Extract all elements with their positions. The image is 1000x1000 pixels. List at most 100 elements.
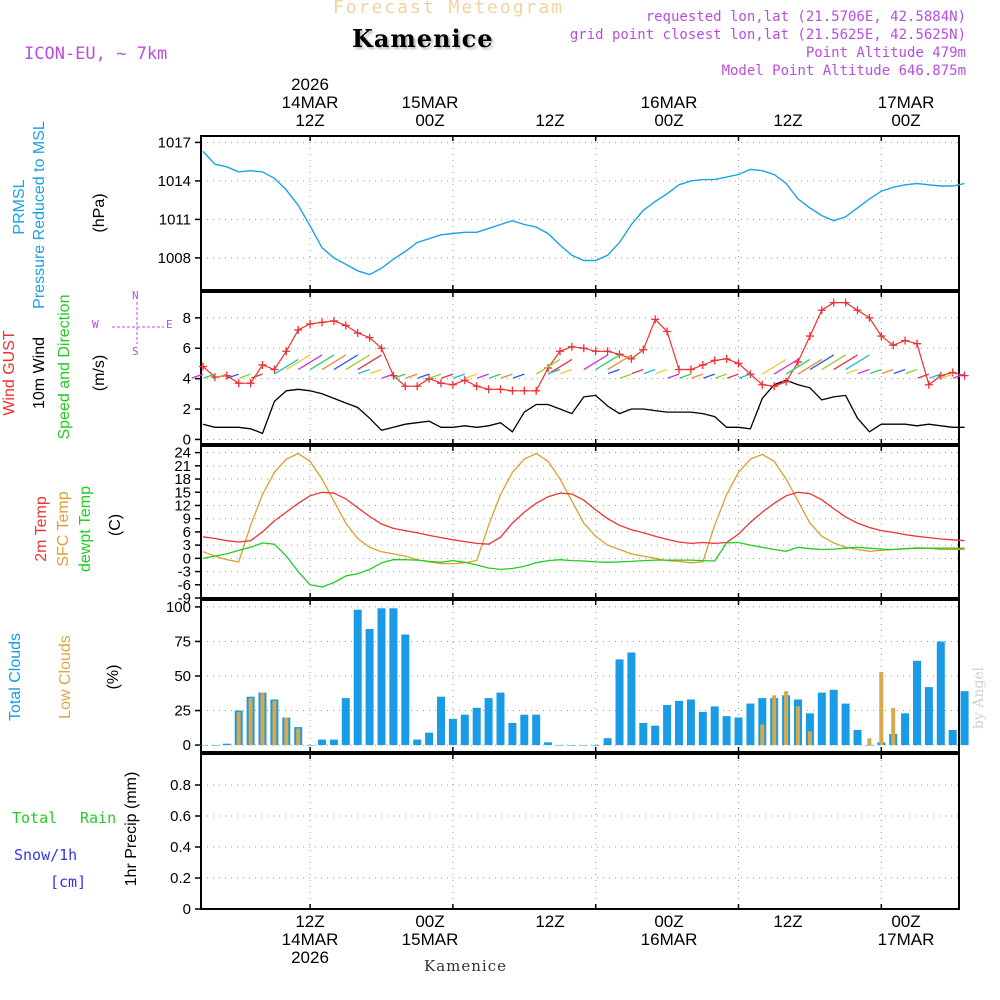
wind-arrow bbox=[357, 354, 382, 371]
wind-arrow bbox=[500, 373, 513, 379]
total-cloud-bar bbox=[853, 729, 862, 746]
wind-arrow bbox=[655, 368, 668, 375]
total-cloud-bar bbox=[401, 634, 410, 745]
gust-marker bbox=[591, 347, 600, 356]
top-time-label: 16MAR 00Z bbox=[640, 93, 698, 130]
gust-marker bbox=[425, 374, 434, 383]
wind-arrow bbox=[358, 368, 370, 375]
gust-marker bbox=[853, 306, 862, 315]
y-tick-label: 75 bbox=[174, 633, 191, 650]
total-cloud-bar bbox=[532, 714, 541, 746]
wind-arrow bbox=[929, 373, 942, 379]
wind-arrow bbox=[321, 354, 347, 371]
total-cloud-bar bbox=[710, 706, 719, 746]
wind-arrow bbox=[239, 373, 251, 379]
total-cloud-bar bbox=[306, 745, 315, 746]
y-tick-label: 18 bbox=[174, 471, 191, 488]
low-cloud-bar bbox=[879, 671, 884, 746]
wind-arrow bbox=[191, 373, 204, 379]
wind-arrow bbox=[821, 354, 847, 371]
low-cloud-bar bbox=[784, 691, 789, 746]
gust-marker bbox=[413, 382, 422, 391]
y-tick-label: -6 bbox=[178, 577, 191, 594]
total-cloud-bar bbox=[924, 687, 933, 746]
low-cloud-bar bbox=[867, 738, 872, 746]
pressure-line bbox=[202, 150, 965, 276]
y-tick-label: 50 bbox=[174, 668, 191, 685]
footer-location: Kamenice bbox=[424, 957, 507, 975]
panel-frame-2 bbox=[200, 445, 960, 599]
total-cloud-bar bbox=[698, 711, 707, 746]
y-tick-label: 6 bbox=[183, 524, 191, 541]
gust-marker bbox=[805, 332, 814, 341]
wind-arrow bbox=[905, 368, 918, 375]
total-cloud-bar bbox=[591, 745, 600, 746]
wind-arrow bbox=[227, 373, 239, 379]
wind-arrow bbox=[333, 354, 359, 371]
wind-arrow bbox=[893, 368, 906, 375]
gust-marker bbox=[401, 382, 410, 391]
wind-arrow bbox=[691, 373, 704, 379]
sfc-temp-line bbox=[202, 452, 965, 565]
gust-marker bbox=[365, 333, 374, 342]
gust-marker bbox=[627, 354, 636, 363]
bottom-time-label: 12Z 14MAR 2026 bbox=[281, 912, 339, 967]
y-tick-label: 25 bbox=[174, 703, 191, 720]
y-tick-label: 0 bbox=[183, 901, 191, 918]
wind-arrow bbox=[738, 373, 751, 379]
precip-snow-unit: [cm] bbox=[50, 873, 87, 891]
top-time-label: 12Z bbox=[535, 111, 565, 130]
low-cloud-bar bbox=[284, 717, 289, 746]
y-tick-label: 8 bbox=[183, 310, 191, 327]
y-tick-label: 21 bbox=[174, 458, 191, 475]
top-time-label: 17MAR 00Z bbox=[877, 93, 935, 130]
gust-marker bbox=[448, 380, 457, 389]
y-tick-label: 0.2 bbox=[170, 870, 191, 887]
y-tick-label: 0 bbox=[183, 431, 191, 448]
total-cloud-bar bbox=[472, 707, 481, 746]
model-altitude: Model Point Altitude 646.875m bbox=[721, 63, 966, 79]
wind-arrow bbox=[535, 358, 561, 375]
top-time-label: 15MAR 00Z bbox=[401, 93, 459, 130]
gust-marker bbox=[246, 379, 255, 388]
y-tick-label: 3 bbox=[183, 537, 191, 554]
gust-marker bbox=[258, 360, 267, 369]
location-title: Kamenice bbox=[352, 24, 494, 53]
total-cloud-bar bbox=[377, 608, 386, 746]
total-cloud-bar bbox=[901, 713, 910, 746]
gust-marker bbox=[841, 298, 850, 307]
low-cloud-bar bbox=[296, 728, 301, 746]
gust-marker bbox=[579, 344, 588, 353]
wind-arrow bbox=[869, 368, 882, 375]
panel-frame-0 bbox=[200, 135, 960, 291]
gust-marker bbox=[520, 386, 529, 395]
y-tick-label: 1008 bbox=[158, 250, 191, 267]
gust-marker bbox=[199, 362, 207, 371]
wind-arrow bbox=[297, 354, 323, 371]
wind-arrow bbox=[845, 354, 870, 371]
wind-arrow bbox=[477, 373, 489, 379]
wind-arrow bbox=[619, 373, 632, 379]
gust-marker bbox=[437, 379, 445, 388]
low-cloud-bar bbox=[272, 700, 277, 746]
gust-marker bbox=[377, 344, 386, 353]
gust-marker bbox=[508, 386, 517, 395]
compass-s: S bbox=[132, 345, 139, 358]
total-cloud-bar bbox=[199, 745, 207, 746]
low-cloud-bar bbox=[807, 731, 812, 746]
wind-arrow bbox=[417, 373, 430, 379]
gust-marker bbox=[675, 365, 683, 374]
wind-arrow bbox=[441, 373, 454, 379]
y-tick-label: 0.6 bbox=[170, 808, 191, 825]
gust-marker bbox=[341, 321, 350, 330]
temp-2m-line bbox=[202, 491, 965, 545]
wind-arrow bbox=[583, 354, 609, 371]
total-cloud-bar bbox=[675, 700, 683, 746]
gust-marker bbox=[556, 347, 564, 356]
low-cloud-bar bbox=[236, 711, 241, 746]
wind-arrow bbox=[309, 354, 335, 371]
total-cloud-bar bbox=[329, 739, 338, 746]
precip-snow-label: Snow/1h bbox=[14, 846, 78, 864]
wind-arrow bbox=[643, 368, 656, 375]
gust-marker bbox=[639, 345, 648, 354]
